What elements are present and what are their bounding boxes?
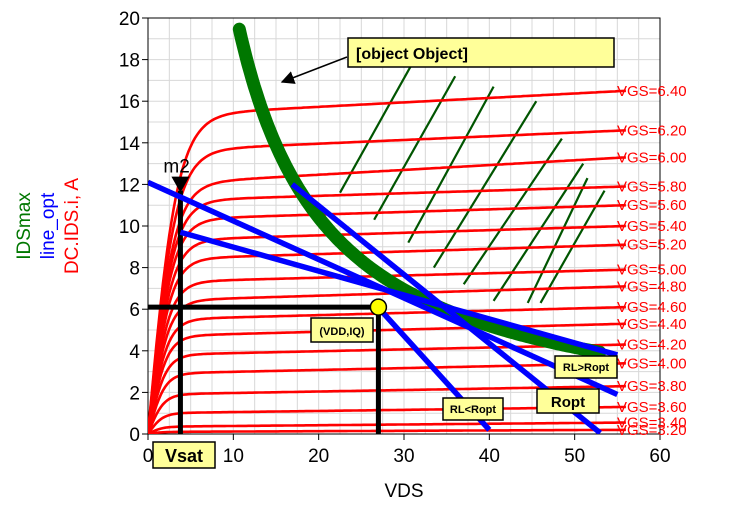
y-tick-label: 12: [119, 175, 140, 196]
y-tick-label: 8: [129, 259, 140, 280]
vgs-label: VGS=3.20: [617, 422, 687, 439]
vgs-label: VGS=4.60: [617, 299, 687, 316]
y-tick-label: 0: [129, 425, 140, 446]
vgs-label: VGS=5.80: [617, 178, 687, 195]
y-axis-labels: IDSmax line_opt DC.IDS.i, A: [14, 178, 83, 274]
hatch-line: [432, 100, 538, 269]
x-axis-label: VDS: [384, 481, 423, 502]
iv-curve: [148, 243, 626, 434]
hatch-lines: [339, 54, 606, 304]
vgs-label: VGS=6.40: [617, 83, 687, 100]
y-tick-label: 20: [119, 9, 140, 30]
vgs-label: VGS=5.20: [617, 237, 687, 254]
vgs-label: VGS=6.00: [617, 149, 687, 166]
vsat-box: [152, 441, 216, 469]
y-tick-label: 10: [119, 217, 140, 238]
iv-curve: [148, 285, 626, 434]
guide-lines: [148, 190, 381, 434]
y-axis-label: IDSmax: [14, 192, 35, 260]
vgs-label: VGS=5.60: [617, 197, 687, 214]
iv-curve: [148, 224, 626, 434]
y-tick-label: 18: [119, 51, 140, 72]
vgs-label: VGS=4.40: [617, 316, 687, 333]
iv-curve: [148, 322, 626, 434]
y-tick-label: 4: [129, 342, 140, 363]
hatch-line: [526, 177, 589, 304]
vgs-label: VGS=5.40: [617, 218, 687, 235]
marker-triangle: [171, 176, 190, 193]
vgs-label: VGS=4.80: [617, 278, 687, 295]
hatch-line: [373, 75, 457, 221]
axes: [142, 17, 661, 440]
x-tick-label: 0: [143, 446, 154, 467]
ropt-box: [536, 388, 600, 414]
vgs-label: VGS=6.20: [617, 122, 687, 139]
operating-point: [369, 298, 388, 316]
marker-label: m2: [163, 157, 189, 178]
vgs-label: VGS=5.00: [617, 262, 687, 279]
vgs-label: VGS=3.80: [617, 378, 687, 395]
rl-gt-label: RL>Ropt: [563, 362, 609, 374]
y-tick-label: 14: [119, 134, 141, 155]
x-tick-label: 30: [393, 446, 414, 467]
vdd-iq-box: [310, 317, 374, 343]
y-tick-label: 6: [129, 300, 140, 321]
y-axis-label: line_opt: [38, 192, 59, 259]
vgs-label: VGS=4.20: [617, 337, 687, 354]
vgs-label: VGS=3.60: [617, 399, 687, 416]
y-tick-label: 2: [129, 383, 140, 404]
vgs-labels: VGS=6.40 VGS=6.20 VGS=6.00 VGS=5.80 VGS=5.60…: [617, 83, 687, 439]
iv-curve: [148, 156, 626, 434]
tick-labels: 0 10 20 30 40 50 60 0 2 4 6 8 10 12 14 16 18 20: [119, 9, 671, 467]
x-tick-label: 10: [223, 446, 244, 467]
load-line: [179, 229, 619, 358]
x-tick-label: 20: [308, 446, 329, 467]
iv-curve: [148, 428, 626, 434]
rl-gt-box: [554, 355, 618, 379]
rl-lt-box: [442, 397, 504, 421]
rl-lt-label: RL<Ropt: [450, 404, 496, 416]
pdiss-equation: [object Object]: [356, 46, 468, 63]
x-tick-label: 60: [649, 446, 670, 467]
iv-curve: [148, 185, 626, 434]
pdiss-arrow: [280, 56, 348, 84]
y-tick-label: 16: [119, 92, 140, 113]
hatch-line: [339, 54, 418, 194]
iv-curve: [148, 129, 626, 434]
pdiss-box: [347, 37, 615, 68]
pdiss-text: [object Object]: [356, 46, 468, 63]
hatch-line: [407, 86, 495, 244]
vsat-label: Vsat: [165, 446, 203, 466]
iv-curve: [148, 421, 626, 434]
iv-curve: [148, 89, 626, 434]
y-axis-label: DC.IDS.i, A: [62, 178, 83, 274]
vgs-label: VGS=4.00: [617, 355, 687, 372]
vgs-label: VGS=3.40: [617, 415, 687, 432]
annotations: (VDD,IQ) m2 Vsat Ropt RL<Ropt RL>Ropt [object …: [152, 37, 618, 469]
x-tick-label: 40: [479, 446, 500, 467]
ropt-label: Ropt: [551, 394, 585, 411]
hatch-line: [492, 162, 585, 302]
x-tick-label: 50: [564, 446, 585, 467]
vdd-iq-label: (VDD,IQ): [319, 326, 365, 338]
